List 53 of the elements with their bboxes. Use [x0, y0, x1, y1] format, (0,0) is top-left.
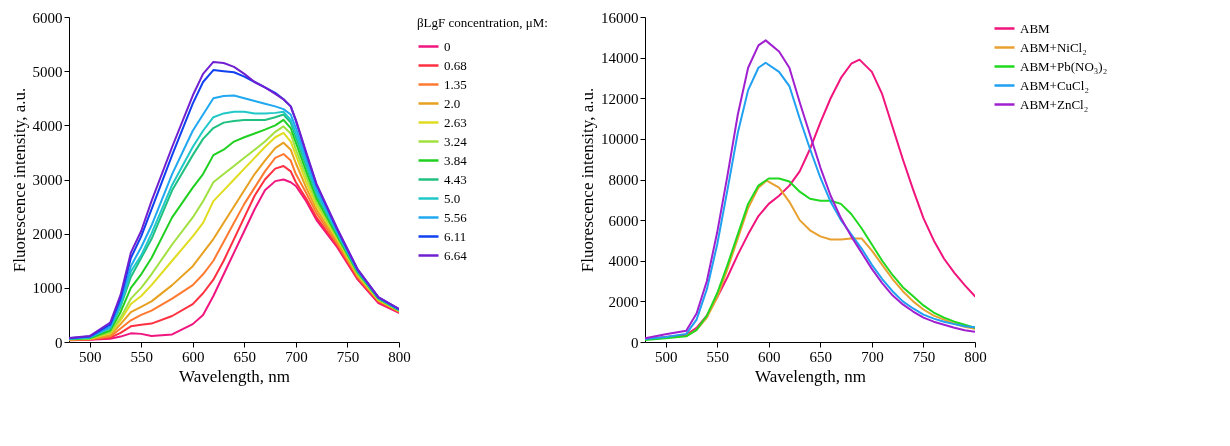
y-tick-label: 2000: [32, 226, 63, 243]
y-tick-label: 14000: [601, 50, 639, 67]
legend-title: βLgF concentration, μM:: [417, 15, 548, 30]
x-tick-label: 700: [285, 348, 308, 365]
y-tick-label: 6000: [608, 212, 639, 229]
legend-label: 0: [444, 38, 451, 54]
x-tick-label: 700: [861, 348, 884, 365]
x-tick-label: 800: [388, 348, 411, 365]
legend-label: ABM+ZnCl₂: [1020, 96, 1089, 112]
legend-label: 5.0: [444, 190, 461, 206]
line-series: [685, 179, 975, 337]
legend-label: 5.56: [444, 209, 468, 225]
legend-label: 3.24: [444, 133, 468, 149]
legend-label: 6.11: [444, 228, 467, 244]
y-tick-label: 12000: [601, 90, 639, 107]
legend-label: 6.64: [444, 247, 468, 263]
x-tick-label: 550: [706, 348, 729, 365]
y-tick-label: 4000: [608, 253, 639, 270]
y-axis-title: Fluorescence intensity, a.u.: [9, 87, 29, 273]
x-axis-title: Wavelength, nm: [179, 366, 290, 386]
legend-label: ABM+Pb(NO₃)₂: [1020, 58, 1108, 74]
y-tick-label: 16000: [601, 9, 639, 26]
y-tick-label: 5000: [32, 63, 63, 80]
y-tick-label: 10000: [601, 131, 639, 148]
x-tick-label: 750: [912, 348, 936, 365]
legend-label: ABM+CuCl₂: [1020, 77, 1089, 93]
x-tick-label: 500: [654, 348, 678, 365]
y-tick-label: 6000: [32, 9, 63, 26]
x-tick-label: 550: [130, 348, 153, 365]
y-tick-label: 0: [55, 334, 63, 351]
legend-label: 2.0: [444, 95, 461, 111]
y-tick-label: 4000: [32, 117, 63, 134]
legend-label: 2.63: [444, 114, 467, 130]
x-tick-label: 500: [78, 348, 102, 365]
legend-label: 4.43: [444, 171, 467, 187]
y-tick-label: 3000: [32, 172, 63, 188]
x-axis-title: Wavelength, nm: [755, 366, 866, 386]
y-axis-title: Fluorescence intensity, a.u.: [578, 87, 597, 273]
x-tick-label: 600: [182, 348, 205, 365]
legend-label: 1.35: [444, 76, 467, 92]
y-tick-label: 8000: [608, 172, 639, 188]
y-tick-label: 0: [631, 334, 639, 351]
x-tick-label: 800: [964, 348, 987, 365]
legend-label: 3.84: [444, 152, 468, 168]
x-tick-label: 600: [758, 348, 781, 365]
x-tick-label: 650: [233, 348, 257, 365]
legend-label: ABM: [1020, 20, 1051, 36]
legend-label: 0.68: [444, 57, 467, 73]
legend-label: ABM+NiCl₂: [1020, 39, 1087, 55]
y-tick-label: 2000: [608, 293, 639, 310]
x-tick-label: 750: [336, 348, 360, 365]
x-tick-label: 650: [809, 348, 833, 365]
y-tick-label: 1000: [32, 280, 63, 297]
